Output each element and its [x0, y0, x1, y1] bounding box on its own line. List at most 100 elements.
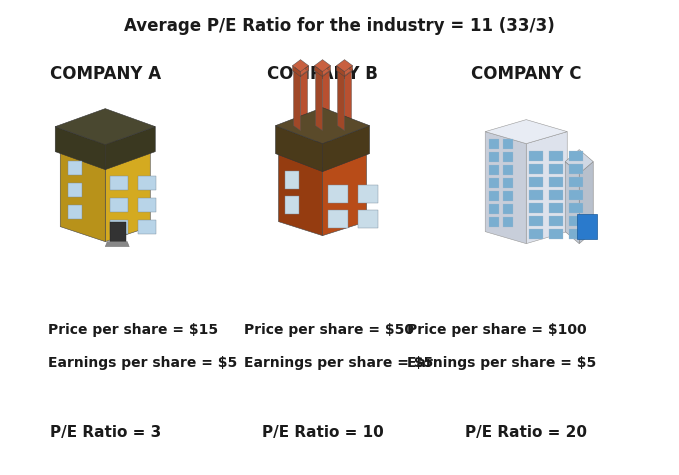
FancyBboxPatch shape — [110, 222, 126, 242]
Polygon shape — [337, 71, 344, 131]
Text: COMPANY A: COMPANY A — [50, 65, 161, 83]
FancyBboxPatch shape — [285, 171, 299, 189]
FancyBboxPatch shape — [569, 190, 583, 200]
Text: P/E Ratio = 10: P/E Ratio = 10 — [261, 425, 384, 440]
FancyBboxPatch shape — [69, 182, 82, 197]
FancyBboxPatch shape — [490, 152, 499, 162]
FancyBboxPatch shape — [569, 177, 583, 187]
FancyBboxPatch shape — [529, 151, 543, 161]
FancyBboxPatch shape — [529, 216, 543, 226]
FancyBboxPatch shape — [529, 177, 543, 187]
FancyBboxPatch shape — [549, 216, 563, 226]
Polygon shape — [337, 66, 352, 76]
FancyBboxPatch shape — [358, 209, 378, 228]
FancyBboxPatch shape — [490, 217, 499, 227]
FancyBboxPatch shape — [503, 190, 513, 200]
Text: Earnings per share = $5: Earnings per share = $5 — [48, 356, 237, 370]
Polygon shape — [323, 153, 367, 236]
FancyBboxPatch shape — [549, 177, 563, 187]
FancyBboxPatch shape — [503, 217, 513, 227]
Polygon shape — [105, 127, 155, 170]
FancyBboxPatch shape — [327, 209, 348, 228]
Polygon shape — [337, 66, 344, 76]
FancyBboxPatch shape — [490, 165, 499, 175]
FancyBboxPatch shape — [69, 161, 82, 175]
Polygon shape — [55, 109, 155, 144]
Polygon shape — [60, 137, 150, 167]
Polygon shape — [323, 66, 331, 76]
Polygon shape — [293, 71, 301, 131]
Text: Price per share = $50: Price per share = $50 — [244, 323, 414, 337]
Polygon shape — [565, 150, 593, 174]
FancyBboxPatch shape — [549, 203, 563, 213]
FancyBboxPatch shape — [490, 178, 499, 188]
Polygon shape — [579, 162, 593, 244]
Text: Earnings per share = $5: Earnings per share = $5 — [244, 356, 434, 370]
FancyBboxPatch shape — [327, 185, 348, 203]
Polygon shape — [278, 140, 367, 168]
FancyBboxPatch shape — [549, 190, 563, 200]
Polygon shape — [301, 71, 308, 131]
Polygon shape — [316, 71, 323, 131]
Text: COMPANY B: COMPANY B — [267, 65, 378, 83]
Text: Earnings per share = $5: Earnings per share = $5 — [407, 356, 597, 370]
Polygon shape — [55, 127, 105, 170]
FancyBboxPatch shape — [69, 205, 82, 218]
Polygon shape — [278, 153, 323, 236]
FancyBboxPatch shape — [569, 203, 583, 213]
FancyBboxPatch shape — [139, 176, 156, 190]
FancyBboxPatch shape — [529, 203, 543, 213]
FancyBboxPatch shape — [529, 228, 543, 238]
Polygon shape — [293, 60, 308, 72]
Polygon shape — [344, 66, 352, 76]
FancyBboxPatch shape — [549, 163, 563, 174]
FancyBboxPatch shape — [503, 139, 513, 149]
FancyBboxPatch shape — [503, 165, 513, 175]
Text: Price per share = $100: Price per share = $100 — [407, 323, 587, 337]
Polygon shape — [105, 242, 129, 247]
FancyBboxPatch shape — [569, 163, 583, 174]
FancyBboxPatch shape — [490, 204, 499, 214]
FancyBboxPatch shape — [490, 139, 499, 149]
FancyBboxPatch shape — [529, 190, 543, 200]
FancyBboxPatch shape — [503, 152, 513, 162]
FancyBboxPatch shape — [358, 185, 378, 203]
Polygon shape — [323, 125, 369, 171]
Polygon shape — [276, 108, 369, 143]
Text: COMPANY C: COMPANY C — [471, 65, 581, 83]
Polygon shape — [293, 66, 301, 76]
Polygon shape — [323, 71, 329, 131]
Polygon shape — [301, 66, 308, 76]
Polygon shape — [316, 66, 329, 76]
Polygon shape — [105, 152, 150, 242]
FancyBboxPatch shape — [549, 151, 563, 161]
FancyBboxPatch shape — [503, 204, 513, 214]
Polygon shape — [565, 162, 579, 244]
Polygon shape — [314, 60, 331, 72]
FancyBboxPatch shape — [503, 178, 513, 188]
FancyBboxPatch shape — [490, 190, 499, 200]
Polygon shape — [344, 71, 352, 131]
FancyBboxPatch shape — [110, 219, 128, 234]
FancyBboxPatch shape — [549, 228, 563, 238]
FancyBboxPatch shape — [139, 198, 156, 212]
Text: P/E Ratio = 3: P/E Ratio = 3 — [50, 425, 161, 440]
Polygon shape — [314, 66, 323, 76]
Text: P/E Ratio = 20: P/E Ratio = 20 — [465, 425, 587, 440]
Polygon shape — [276, 125, 323, 171]
Polygon shape — [577, 214, 598, 238]
Polygon shape — [485, 132, 526, 244]
FancyBboxPatch shape — [529, 163, 543, 174]
FancyBboxPatch shape — [569, 151, 583, 161]
Text: Price per share = $15: Price per share = $15 — [48, 323, 218, 337]
Polygon shape — [526, 132, 567, 244]
FancyBboxPatch shape — [569, 228, 583, 238]
Polygon shape — [60, 152, 105, 242]
FancyBboxPatch shape — [139, 219, 156, 234]
Text: Average P/E Ratio for the industry = 11 (33/3): Average P/E Ratio for the industry = 11 … — [124, 17, 555, 35]
Polygon shape — [337, 60, 352, 72]
FancyBboxPatch shape — [285, 196, 299, 214]
Polygon shape — [485, 120, 567, 143]
FancyBboxPatch shape — [110, 176, 128, 190]
Polygon shape — [293, 66, 308, 76]
